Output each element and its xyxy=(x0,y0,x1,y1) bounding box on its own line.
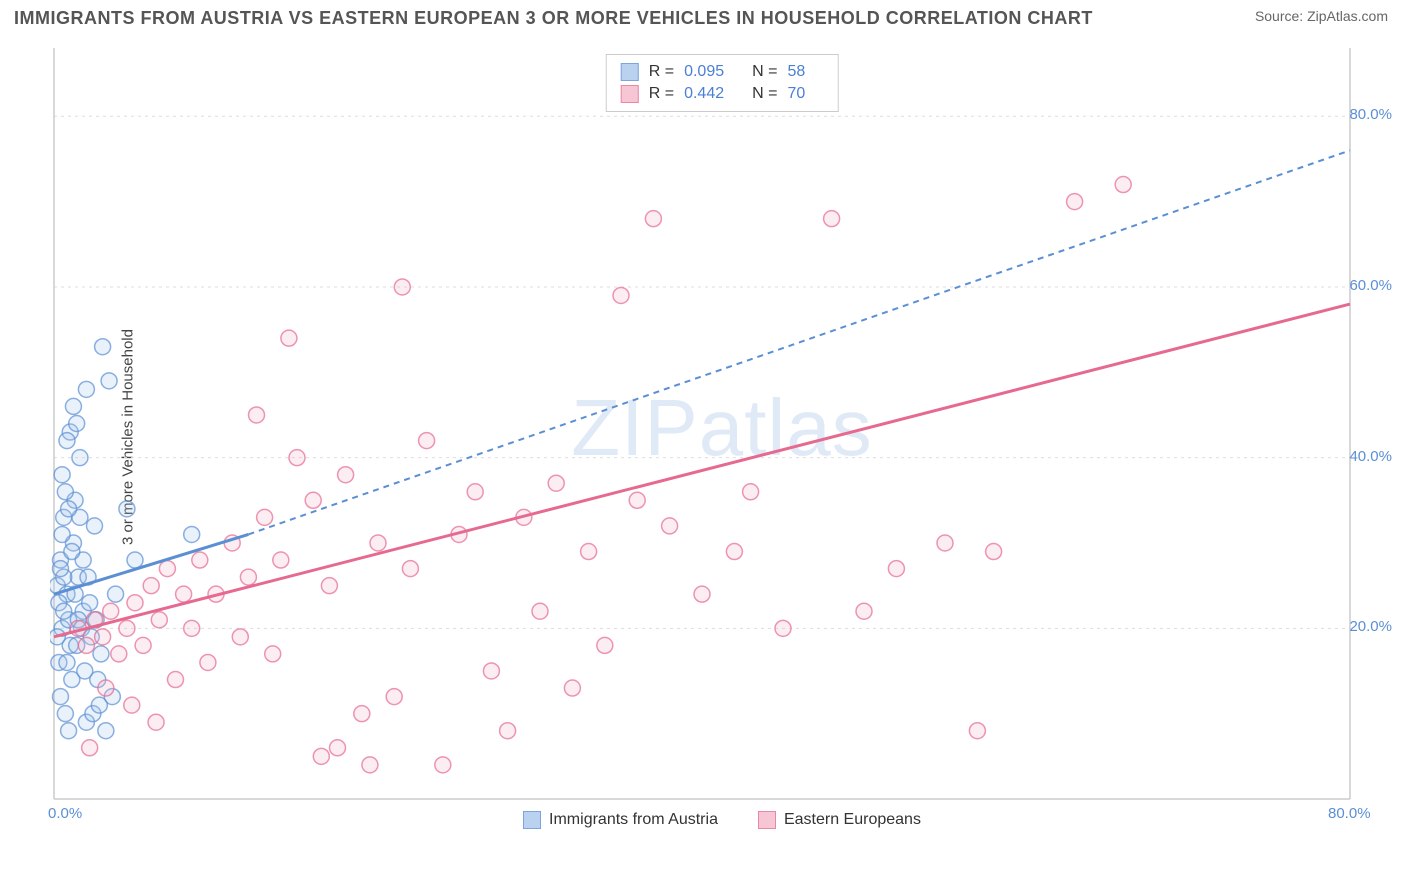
swatch-austria xyxy=(621,63,639,81)
r-label: R = xyxy=(649,85,674,103)
y-tick-label: 20.0% xyxy=(1349,618,1392,635)
n-label: N = xyxy=(752,63,777,81)
stats-row-eastern: R = 0.442 N = 70 xyxy=(621,83,824,105)
y-tick-label: 60.0% xyxy=(1349,277,1392,294)
y-tick-label: 40.0% xyxy=(1349,448,1392,465)
r-value-eastern: 0.442 xyxy=(684,85,724,103)
r-label: R = xyxy=(649,63,674,81)
chart-title: IMMIGRANTS FROM AUSTRIA VS EASTERN EUROP… xyxy=(14,8,1093,29)
legend-item-austria: Immigrants from Austria xyxy=(523,811,718,829)
n-label: N = xyxy=(752,85,777,103)
scatter-plot xyxy=(50,44,1394,829)
y-tick-label: 80.0% xyxy=(1349,106,1392,123)
r-value-austria: 0.095 xyxy=(684,63,724,81)
swatch-eastern xyxy=(758,811,776,829)
legend-label-eastern: Eastern Europeans xyxy=(784,811,921,829)
stats-legend-box: R = 0.095 N = 58 R = 0.442 N = 70 xyxy=(606,54,839,112)
source-attribution: Source: ZipAtlas.com xyxy=(1255,8,1388,24)
chart-area: 3 or more Vehicles in Household ZIPatlas… xyxy=(50,44,1394,829)
swatch-eastern xyxy=(621,85,639,103)
bottom-legend: Immigrants from Austria Eastern European… xyxy=(50,811,1394,829)
legend-label-austria: Immigrants from Austria xyxy=(549,811,718,829)
n-value-eastern: 70 xyxy=(787,85,805,103)
legend-item-eastern: Eastern Europeans xyxy=(758,811,921,829)
n-value-austria: 58 xyxy=(787,63,805,81)
swatch-austria xyxy=(523,811,541,829)
stats-row-austria: R = 0.095 N = 58 xyxy=(621,61,824,83)
